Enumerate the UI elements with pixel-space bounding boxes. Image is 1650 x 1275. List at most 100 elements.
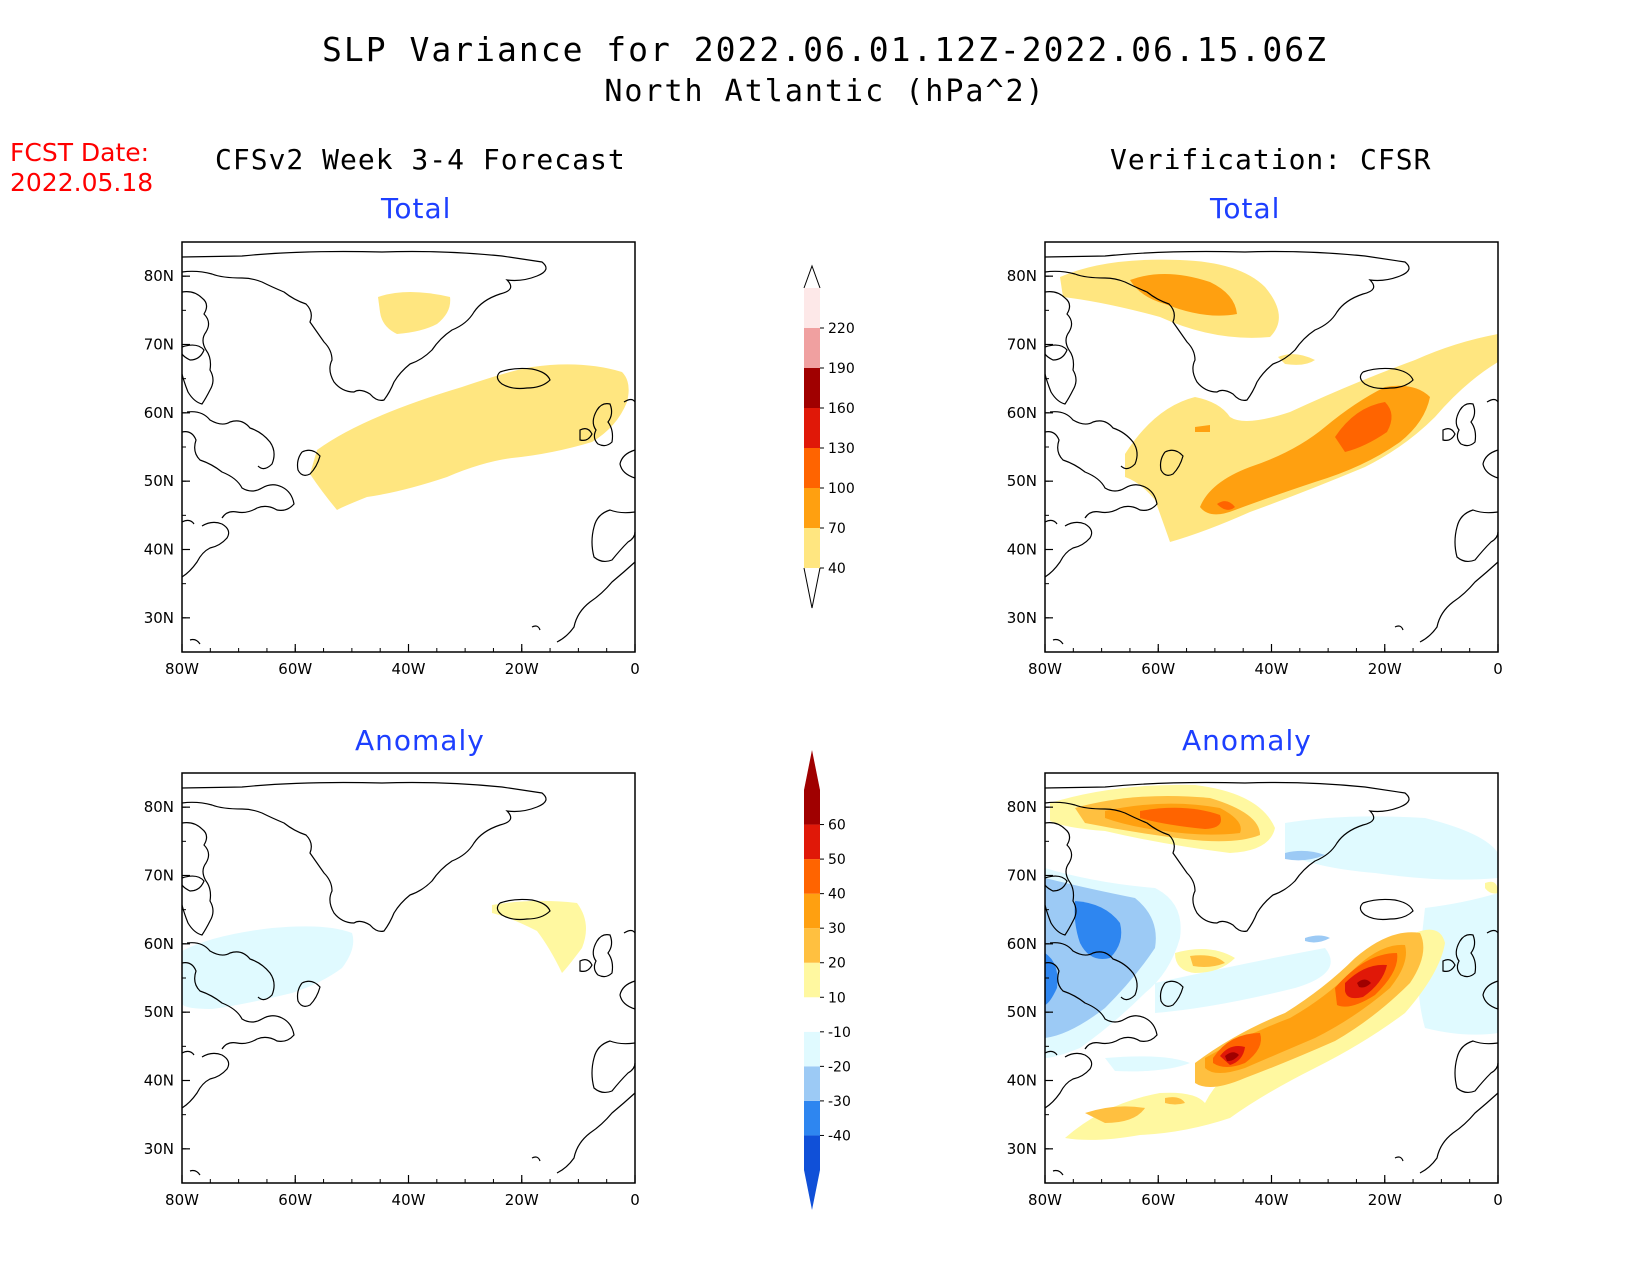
panel-title-fcst-anomaly: Anomaly [355, 724, 485, 757]
colorbar-label: 60 [828, 818, 846, 834]
coastline-segment [1394, 1156, 1404, 1162]
colorbar-swatch [804, 1100, 820, 1136]
coastline-segment [1454, 509, 1499, 563]
coastline-segment [1044, 291, 1077, 405]
colorbar-swatch [804, 288, 820, 328]
coastline-segment [1049, 942, 1138, 1001]
contour-fill [182, 926, 354, 1009]
x-tick-label: 20W [505, 1191, 539, 1209]
verification-column-heading: Verification: CFSR [1110, 143, 1432, 176]
forecast-column-heading: CFSv2 Week 3-4 Forecast [215, 143, 626, 176]
y-tick-label: 60N [144, 935, 174, 953]
coastline [1044, 781, 1499, 1176]
colorbar-swatch [804, 859, 820, 894]
x-tick-label: 20W [1368, 660, 1402, 678]
coastline-segment [181, 250, 547, 401]
coastline-segment [579, 959, 593, 972]
x-tick-label: 60W [278, 660, 312, 678]
coastline-segment [1044, 781, 1410, 932]
y-tick-label: 30N [144, 1140, 174, 1158]
y-tick-label: 70N [1007, 867, 1037, 885]
coastline [181, 250, 636, 645]
coastline-segment [181, 1052, 230, 1109]
coastline-segment [181, 962, 295, 1050]
y-tick-label: 80N [144, 267, 174, 285]
coastline-segment [1044, 431, 1158, 519]
y-tick-label: 60N [1007, 404, 1037, 422]
contour-fill [1165, 1097, 1185, 1105]
coastline-segment [1044, 822, 1077, 936]
contour-fill [1285, 816, 1498, 880]
x-tick-label: 40W [1255, 660, 1289, 678]
colorbar-label: 10 [828, 990, 846, 1006]
y-tick-label: 30N [144, 609, 174, 627]
colorbar-label: -20 [828, 1059, 851, 1075]
colorbar-label: 40 [828, 887, 846, 903]
x-tick-label: 0 [1493, 1191, 1503, 1209]
coastline-segment [1159, 980, 1184, 1007]
coastline-segment [1455, 403, 1477, 447]
coastline-segment [592, 934, 614, 978]
panel-title-fcst-total: Total [381, 192, 452, 225]
y-tick-label: 40N [144, 1072, 174, 1090]
colorbar-swatch [804, 528, 820, 568]
contour-fill [1105, 1056, 1190, 1072]
contour-fill [1045, 953, 1058, 1005]
colorbar-swatch [804, 488, 820, 528]
coastline-segment [1044, 875, 1068, 892]
map-panel-verif-total: 80W 60W 40W 20W 0 30N 40N 50N 60N 70N 80N [1007, 241, 1503, 678]
coastline-segment [1044, 344, 1068, 361]
x-tick-label: 80W [1028, 1191, 1062, 1209]
colorbar-label: 190 [828, 361, 855, 377]
contour-fill [378, 292, 451, 334]
coastline-segment [181, 344, 205, 361]
y-tick-label: 50N [144, 1003, 174, 1021]
y-tick-label: 40N [1007, 1072, 1037, 1090]
colorbar-swatch [804, 790, 820, 825]
y-tick-label: 70N [1007, 336, 1037, 354]
contour-fill [1195, 425, 1210, 432]
y-tick-label: 50N [1007, 472, 1037, 490]
colorbar-tip-top [803, 264, 821, 289]
coastline-segment [186, 411, 275, 470]
coastline-segment [556, 561, 636, 643]
coastline-segment [1394, 625, 1404, 631]
coastline-segment [1044, 250, 1410, 401]
y-tick-label: 30N [1007, 609, 1037, 627]
map-axes: 80W 60W 40W 20W 0 30N 40N 50N 60N 70N 80N [1007, 772, 1503, 1209]
x-tick-label: 60W [278, 1191, 312, 1209]
y-tick-label: 40N [144, 541, 174, 559]
x-tick-label: 0 [630, 660, 640, 678]
contour-fill [1357, 979, 1371, 988]
colorbar-swatch [804, 328, 820, 368]
colorbar-label: 20 [828, 956, 846, 972]
y-tick-label: 70N [144, 336, 174, 354]
colorbar-label: -30 [828, 1094, 851, 1110]
coastline-segment [579, 428, 593, 441]
x-tick-label: 80W [165, 1191, 199, 1209]
x-tick-label: 60W [1141, 660, 1175, 678]
x-tick-label: 0 [630, 1191, 640, 1209]
coastline-segment [181, 1050, 195, 1056]
contour-fill [492, 900, 586, 973]
map-axes: 80W 60W 40W 20W 0 30N 40N 50N 60N 70N 80N [144, 241, 640, 678]
y-tick-label: 50N [1007, 1003, 1037, 1021]
colorbar-swatch [804, 1135, 820, 1170]
colorbar-label: 40 [828, 561, 846, 577]
coastline-segment [1049, 411, 1138, 470]
coastline-segment [1052, 1169, 1064, 1176]
colorbar-swatch [804, 1066, 820, 1101]
contour-fill [1305, 935, 1330, 943]
coastline-segment [619, 449, 636, 479]
coastline-segment [181, 291, 214, 405]
y-tick-label: 70N [144, 867, 174, 885]
x-tick-label: 40W [392, 1191, 426, 1209]
colorbar-anomaly: -40 -30 -20 -10 10 20 30 40 50 60 [804, 750, 851, 1210]
y-tick-label: 80N [144, 798, 174, 816]
coastline-segment [1159, 449, 1184, 476]
contour-fill [1190, 955, 1225, 967]
coastline-segment [1044, 519, 1058, 525]
coastline-segment [1052, 638, 1064, 645]
coastline-segment [591, 1040, 636, 1094]
